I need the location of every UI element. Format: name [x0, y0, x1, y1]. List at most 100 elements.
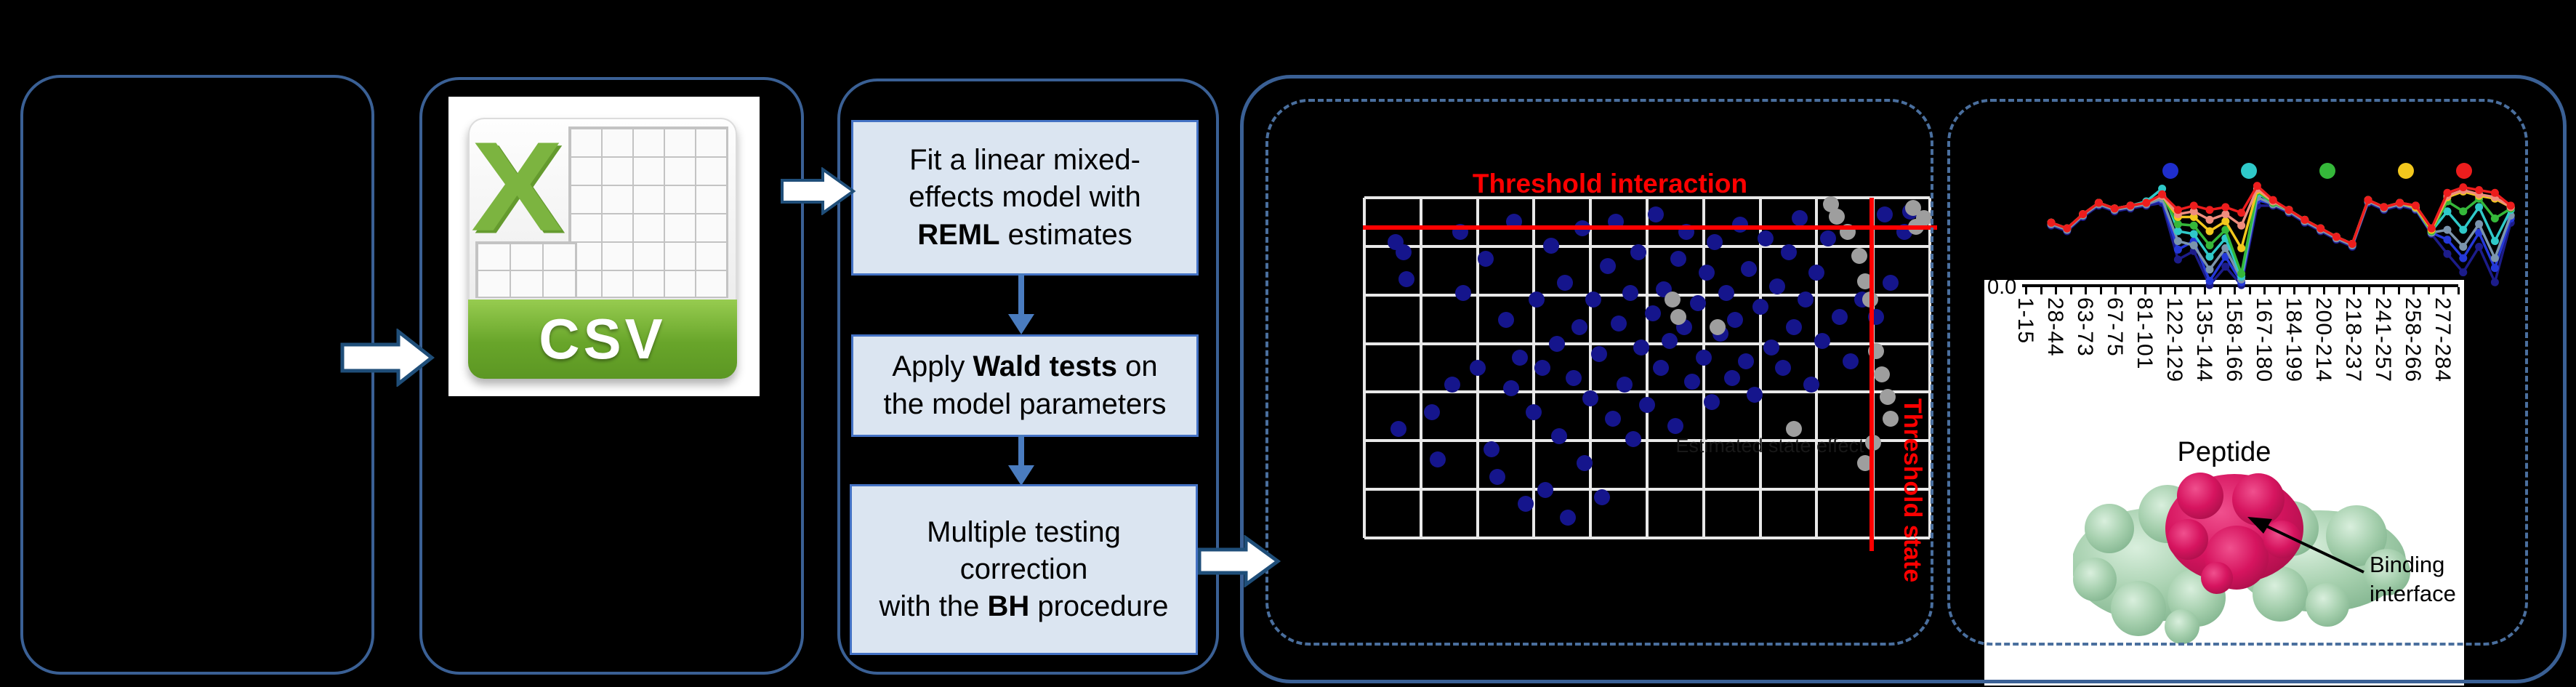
axis-tick: [2234, 287, 2236, 294]
uptake-data-point: [2237, 244, 2246, 252]
uptake-data-point: [2205, 265, 2214, 274]
axis-tick: [2248, 287, 2251, 294]
uptake-data-point: [2158, 185, 2167, 193]
panel-volcano-dashed: [1265, 99, 1933, 646]
uptake-data-point: [2142, 198, 2151, 207]
uptake-data-point: [2475, 186, 2484, 194]
spreadsheet-grid-icon-small: [475, 241, 577, 298]
uptake-data-point: [2047, 218, 2056, 227]
scatter-point: [1808, 264, 1825, 281]
scatter-point: [1390, 421, 1406, 438]
scatter-point: [1670, 308, 1686, 325]
flow-arrow-3: [1198, 535, 1281, 587]
uptake-data-point: [2364, 196, 2372, 204]
peptide-tick-label: 67-75: [2103, 297, 2127, 357]
scatter-point: [1723, 370, 1740, 387]
legend-timepoint-dot: [2241, 163, 2257, 179]
axis-tick: [2069, 287, 2072, 294]
csv-banner: CSV: [468, 300, 737, 379]
pipeline-step-line: with the BH procedure: [879, 590, 1169, 623]
axis-tick: [2085, 287, 2087, 294]
peptide-tick-label: 1-15: [2013, 297, 2037, 345]
grid-line-h: [1364, 293, 1930, 297]
binding-interface-arrow: [2247, 517, 2364, 574]
uptake-data-point: [2459, 225, 2468, 234]
scatter-point: [1548, 336, 1565, 353]
uptake-data-point: [2237, 270, 2246, 278]
scatter-point: [1803, 377, 1819, 393]
uptake-data-point: [2396, 198, 2404, 207]
uptake-data-point: [2427, 224, 2436, 233]
scatter-point: [1873, 366, 1890, 383]
scatter-point: [1665, 292, 1681, 308]
uptake-data-point: [2459, 268, 2468, 277]
uptake-data-point: [2189, 221, 2198, 230]
csv-file-icon: X CSV: [468, 118, 737, 379]
uptake-data-point: [2475, 220, 2484, 228]
axis-tick: [2338, 287, 2340, 294]
uptake-data-point: [2490, 188, 2499, 197]
legend-timepoint-dot: [2456, 163, 2472, 179]
scatter-point: [1585, 292, 1602, 308]
scatter-point: [1599, 257, 1616, 274]
axis-tick: [2263, 287, 2266, 294]
uptake-data-point: [2189, 241, 2198, 249]
scatter-point: [1856, 273, 1873, 289]
scatter-point: [1430, 451, 1446, 468]
uptake-data-point: [2126, 201, 2135, 210]
uptake-data-point: [2221, 203, 2230, 212]
uptake-data-point: [2221, 225, 2230, 234]
uptake-data-point: [2189, 213, 2198, 221]
scatter-point: [1741, 261, 1758, 278]
scatter-point: [1792, 210, 1808, 227]
peptide-tick-label: 167-180: [2252, 297, 2276, 383]
pipeline-step-line: REML estimates: [917, 218, 1132, 251]
panel-results-outer: [1240, 75, 2567, 683]
grid-line-v: [1419, 198, 1422, 538]
scatter-point: [1684, 373, 1701, 390]
uptake-data-point: [2079, 210, 2088, 219]
scatter-point: [1768, 278, 1785, 294]
scatter-point: [1814, 332, 1831, 349]
pipeline-step-reml: Fit a linear mixed-effects model with REM…: [851, 120, 1199, 276]
uptake-data-point: [2443, 207, 2452, 216]
scatter-point: [1774, 360, 1791, 376]
scatter-point: [1698, 264, 1715, 281]
uptake-data-point: [2173, 227, 2182, 236]
scatter-point: [1622, 285, 1638, 302]
scatter-point: [1582, 390, 1599, 407]
scatter-point: [1497, 312, 1514, 329]
uptake-data-point: [2205, 241, 2214, 249]
scatter-point: [1625, 431, 1641, 448]
peptide-tick-label: 122-129: [2162, 297, 2186, 383]
uptake-data-point: [2348, 240, 2356, 248]
uptake-data-point: [2490, 278, 2499, 286]
threshold-interaction-line: [1363, 225, 1937, 230]
scatter-point: [1571, 318, 1587, 335]
grid-line-h: [1364, 488, 1930, 491]
grid-line-v: [1815, 198, 1819, 538]
uptake-axis-and-structure-block: 0.0 1-15 28-44 63-73 67-75 81-101 122-129 135-…: [1984, 280, 2464, 686]
uptake-data-point: [2173, 237, 2182, 246]
grid-line-v: [1532, 198, 1536, 538]
axis-tick: [2308, 287, 2311, 294]
grid-line-v: [1702, 198, 1705, 538]
grid-line-v: [1589, 198, 1593, 538]
uptake-data-point: [2443, 236, 2452, 244]
axis-tick: [2218, 287, 2221, 294]
axis-tick: [2055, 287, 2057, 294]
scatter-point: [1718, 285, 1734, 302]
axis-tick: [2383, 287, 2385, 294]
grid-line-v: [1646, 198, 1649, 538]
uptake-data-point: [2285, 206, 2293, 214]
scatter-point: [1876, 206, 1893, 223]
axis-tick: [2144, 287, 2146, 294]
peptide-tick-label: 184-199: [2282, 297, 2306, 383]
uptake-data-point: [2490, 254, 2499, 262]
flow-arrow-2: [781, 167, 856, 215]
scatter-point: [1670, 251, 1686, 268]
uptake-data-point: [2459, 207, 2468, 216]
spreadsheet-grid-icon: [568, 126, 728, 298]
axis-tick: [2099, 287, 2102, 294]
